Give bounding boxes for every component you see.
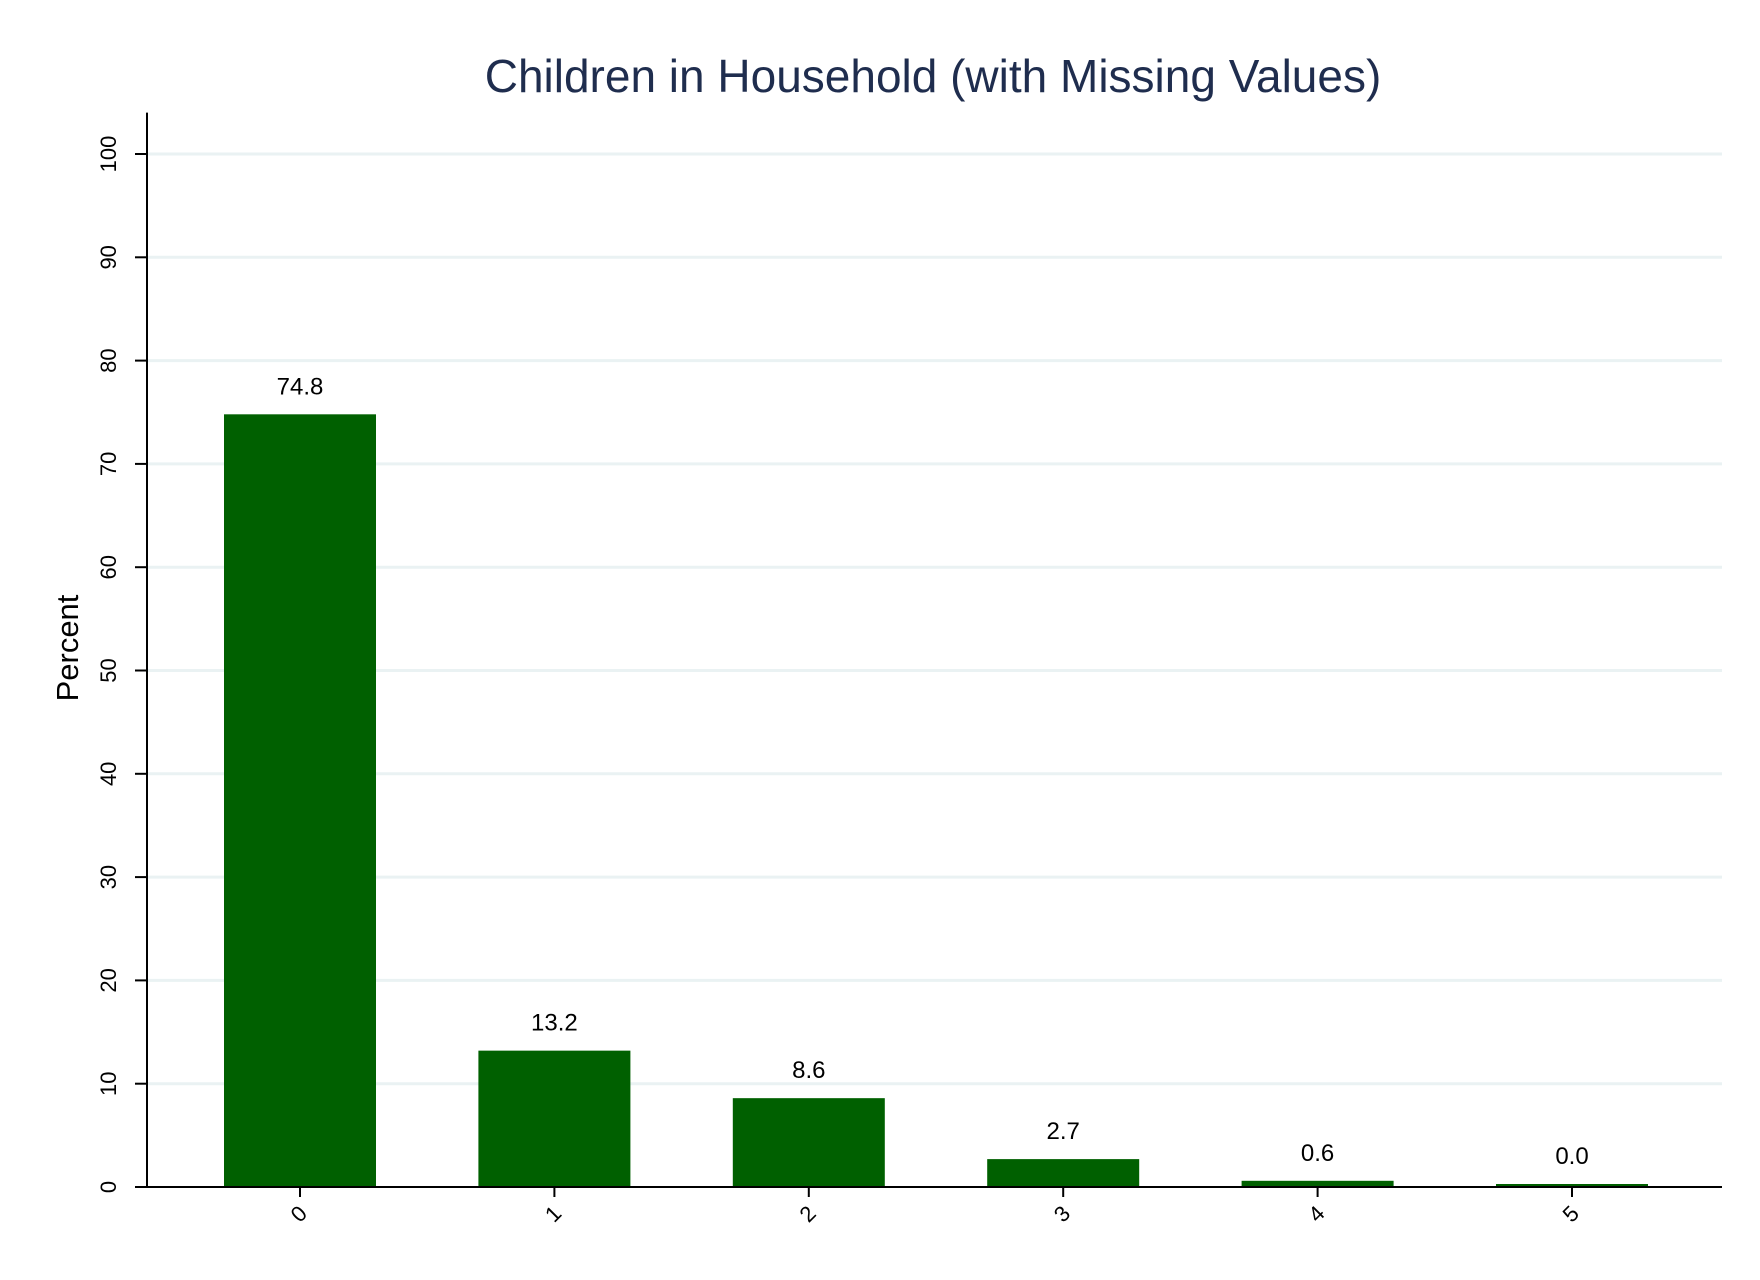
bar-0 [224,414,376,1187]
bar-4 [1241,1180,1394,1187]
data-labels: 74.8 13.2 8.6 2.7 0.6 0.0 [277,373,1589,1170]
bar-5 [1496,1184,1648,1187]
y-tick-label-20: 20 [96,968,121,992]
y-tick-label-0: 0 [96,1181,121,1193]
bars [224,414,1648,1187]
y-tick-label-40: 40 [96,762,121,786]
bar-3 [987,1159,1140,1187]
x-tick-label-4: 4 [1303,1201,1329,1227]
x-tick-label-1: 1 [540,1201,566,1227]
y-tick-label-10: 10 [96,1071,121,1095]
data-label-5: 0.0 [1555,1143,1588,1170]
grid-lines [147,152,1722,1086]
y-axis-label: Percent [50,594,85,701]
x-tick-label-2: 2 [794,1201,820,1227]
data-label-1: 13.2 [531,1010,578,1037]
y-tick-label-90: 90 [96,245,121,269]
data-label-0: 74.8 [277,373,324,400]
y-tick-label-100: 100 [96,136,121,173]
bar-1 [478,1050,631,1187]
data-label-4: 0.6 [1301,1140,1334,1167]
x-tick-label-3: 3 [1049,1201,1075,1227]
bar-2 [732,1098,885,1187]
data-label-2: 8.6 [792,1057,825,1084]
y-tick-label-60: 60 [96,555,121,579]
data-label-3: 2.7 [1047,1118,1080,1145]
x-tick-label-5: 5 [1558,1201,1584,1227]
x-tick-label-0: 0 [286,1201,312,1227]
chart-title: Children in Household (with Missing Valu… [485,50,1382,102]
y-tick-label-70: 70 [96,452,121,476]
y-tick-label-30: 30 [96,865,121,889]
y-tick-label-80: 80 [96,348,121,372]
y-tick-label-50: 50 [96,658,121,682]
